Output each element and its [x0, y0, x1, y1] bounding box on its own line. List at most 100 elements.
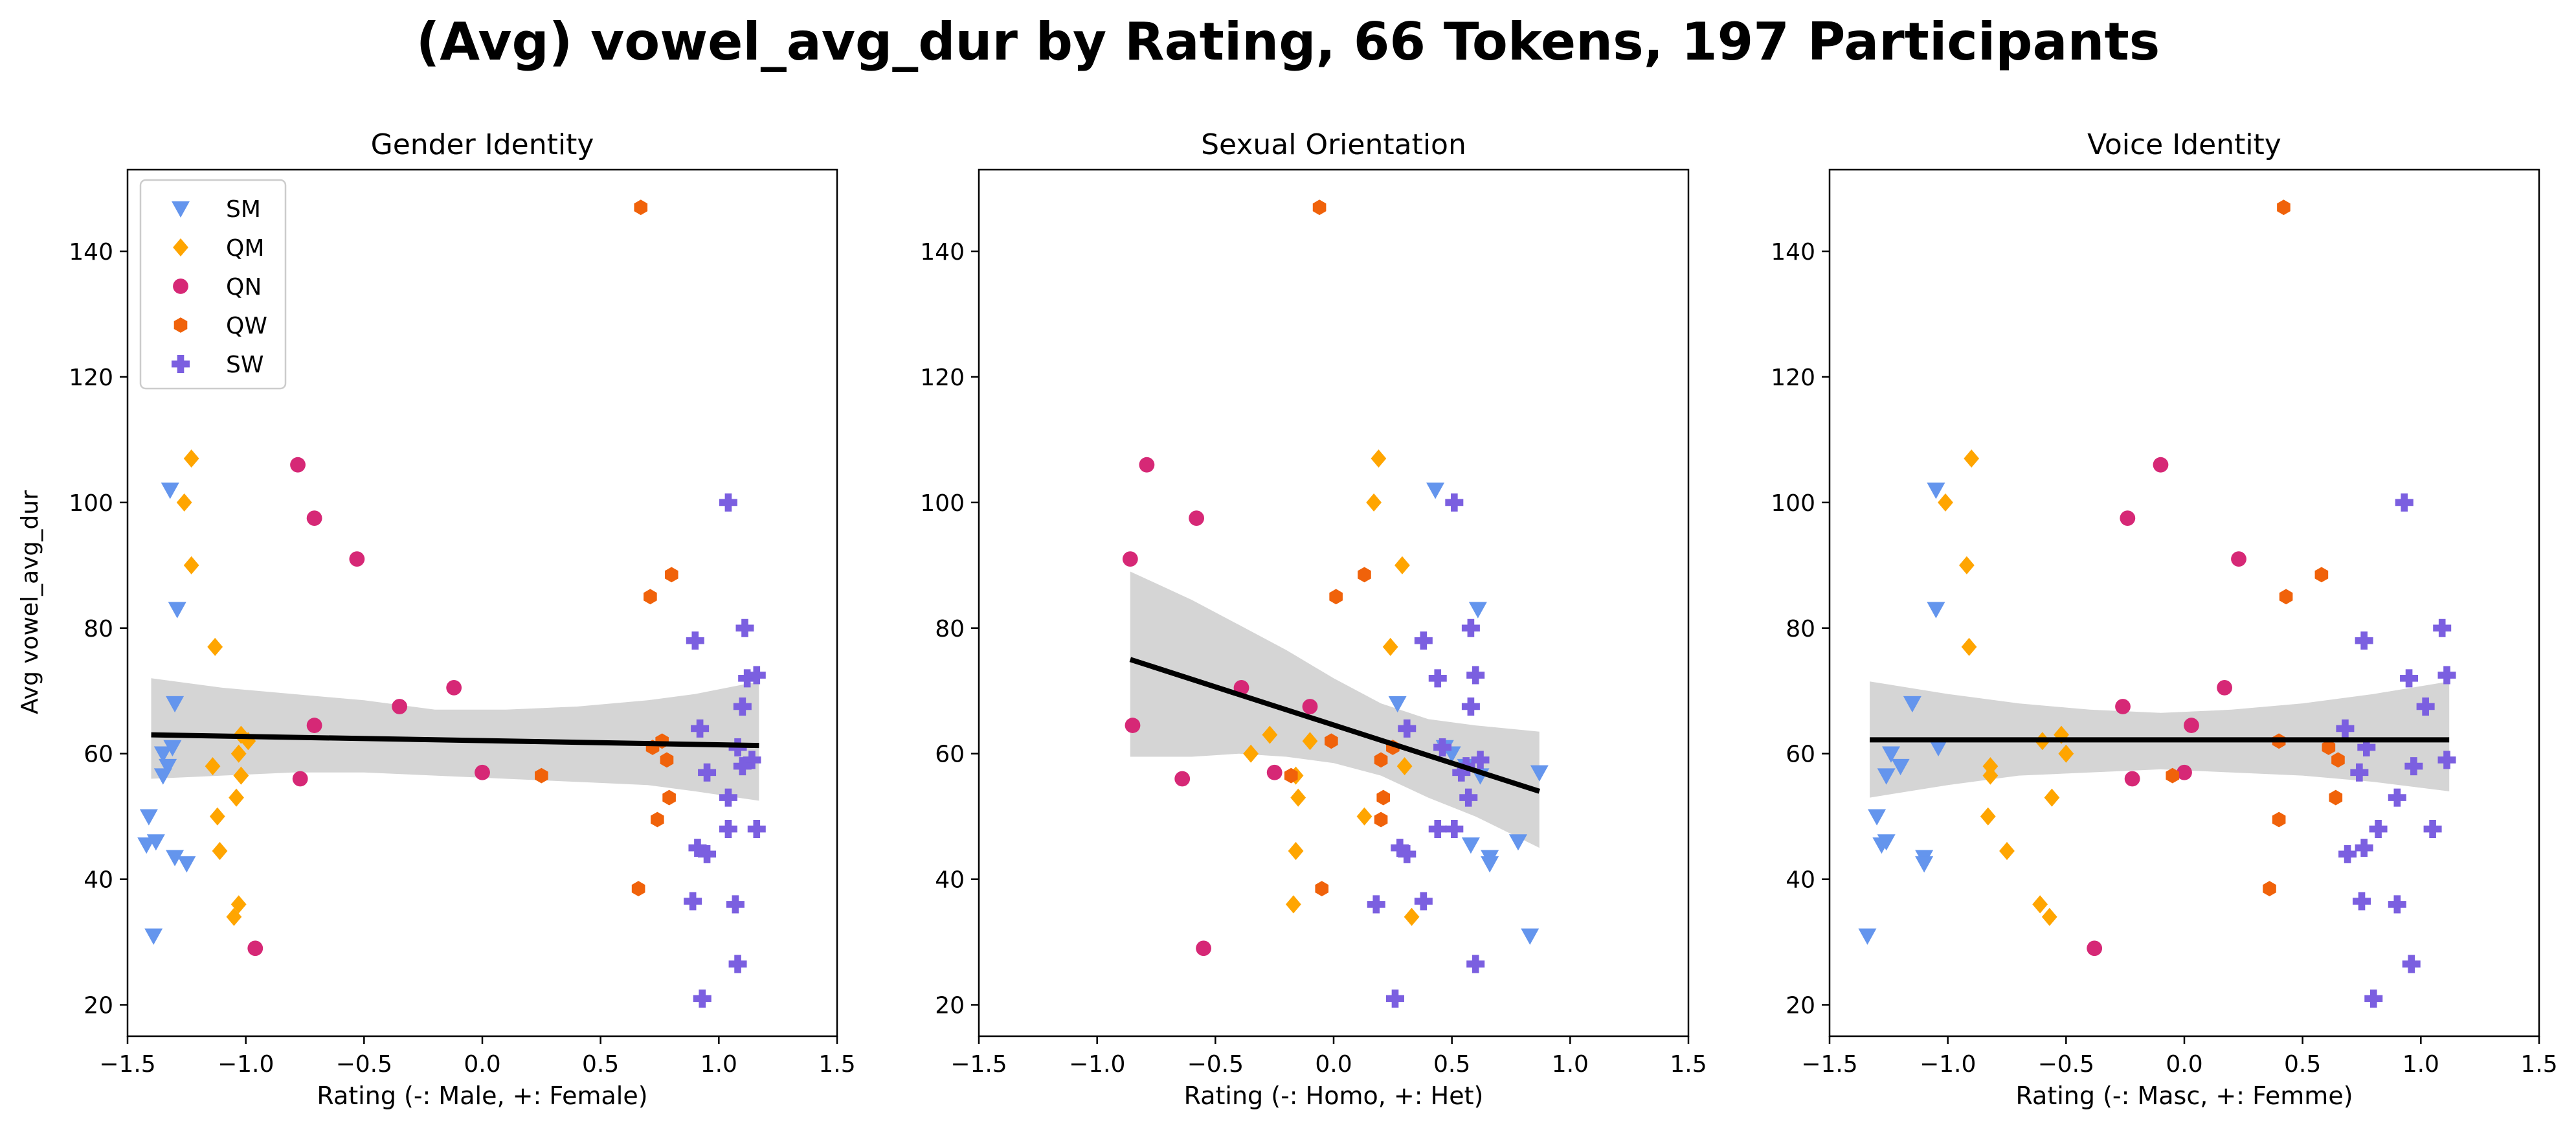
- point-qm: [209, 807, 225, 826]
- point-qm: [1288, 841, 1304, 860]
- x-tick-label: −0.5: [336, 1051, 392, 1078]
- point-qw: [1284, 767, 1298, 784]
- point-qm: [1302, 732, 1318, 751]
- point-qm: [1404, 907, 1420, 926]
- point-qw: [651, 811, 664, 828]
- point-qm: [2058, 744, 2074, 763]
- point-sw: [719, 820, 737, 839]
- point-sm: [1877, 834, 1896, 851]
- point-qn: [2115, 699, 2131, 714]
- point-sw: [1398, 719, 1417, 738]
- point-qw: [535, 767, 548, 784]
- point-qm: [1356, 807, 1372, 826]
- point-sw: [1433, 738, 1452, 756]
- point-sm: [1426, 482, 1445, 499]
- point-qm: [1394, 556, 1410, 574]
- x-tick-label: 1.0: [1552, 1051, 1589, 1078]
- point-qm: [1371, 449, 1387, 468]
- panel-3: −1.5 −1.0 −0.5 0.0 0.5 1.0 1.5 20 40 60 80 100 120 14…: [1771, 128, 2557, 1110]
- point-sw: [2423, 820, 2442, 839]
- point-sw: [2437, 666, 2456, 685]
- point-sw: [733, 757, 752, 776]
- point-sm: [1881, 746, 1900, 763]
- point-qm: [2044, 788, 2060, 807]
- y-tick-label: 100: [1771, 490, 1815, 517]
- point-qn: [2120, 510, 2136, 527]
- point-sm: [153, 746, 172, 763]
- point-sw: [2369, 820, 2388, 839]
- point-qn: [2217, 679, 2233, 696]
- x-tick-label: −1.0: [1920, 1051, 1976, 1078]
- point-qm: [1285, 895, 1301, 914]
- legend-label: QW: [226, 313, 267, 339]
- legend-label: SM: [226, 196, 261, 223]
- point-sw: [2336, 719, 2355, 738]
- point-qn: [1266, 764, 1282, 780]
- regression-line: [151, 732, 759, 749]
- y-axis-label: Avg vowel_avg_dur: [17, 490, 43, 714]
- point-sw: [2350, 763, 2369, 782]
- point-qm: [176, 493, 192, 512]
- panel-1: −1.5 −1.0 −0.5 0.0 0.5 1.0 1.5 20 40 60 80 100 120 14…: [69, 128, 855, 1110]
- point-sm: [1927, 602, 1945, 618]
- point-qw: [1325, 733, 1338, 749]
- confidence-band: [1130, 571, 1540, 848]
- x-tick-label: 0.5: [1433, 1051, 1470, 1078]
- point-qm: [183, 449, 199, 468]
- point-qw: [631, 881, 645, 897]
- point-qm: [230, 744, 247, 763]
- point-qn: [247, 940, 263, 957]
- point-sm: [1891, 758, 1910, 776]
- point-qm: [1982, 757, 1999, 776]
- figure-title: (Avg) vowel_avg_dur by Rating, 66 Tokens…: [416, 12, 2160, 72]
- x-axis-label: Rating (-: Masc, +: Femme): [2015, 1082, 2353, 1110]
- point-sw: [1398, 845, 1417, 863]
- legend: SM QM QN QW SW: [139, 179, 287, 390]
- point-qn: [2124, 771, 2140, 787]
- point-sw: [2357, 738, 2376, 756]
- point-qw: [1374, 811, 1388, 828]
- point-sw: [2400, 669, 2419, 688]
- point-qm: [229, 788, 244, 807]
- point-qm: [1290, 788, 1306, 807]
- point-sw: [1391, 839, 1409, 857]
- x-tick-label: 1.5: [2520, 1051, 2557, 1078]
- point-sm: [1877, 768, 1896, 785]
- point-qm: [1958, 556, 1975, 574]
- point-sw: [1461, 618, 1480, 637]
- y-tick-label: 100: [69, 490, 113, 517]
- point-sw: [747, 666, 766, 685]
- point-qm: [1999, 841, 2015, 860]
- panel-title: Gender Identity: [371, 128, 594, 161]
- point-sw: [2355, 839, 2373, 857]
- point-sw: [1445, 493, 1464, 512]
- point-qw: [2331, 752, 2345, 768]
- point-qm: [226, 907, 242, 926]
- point-qw: [2322, 740, 2336, 755]
- point-qw: [1315, 881, 1329, 897]
- point-qm: [207, 637, 223, 656]
- y-tick-label: 40: [935, 867, 965, 894]
- point-qm: [1243, 744, 1259, 763]
- point-sm: [1461, 837, 1480, 854]
- x-tick-label: 0.5: [582, 1051, 619, 1078]
- point-qw: [1312, 199, 1327, 216]
- point-sm: [1530, 765, 1549, 782]
- x-axis-label: Rating (-: Homo, +: Het): [1184, 1082, 1484, 1110]
- y-tick-label: 80: [1786, 616, 1815, 642]
- point-qm: [2032, 895, 2048, 914]
- legend-marker-qm: [173, 238, 188, 256]
- point-qw: [2277, 199, 2290, 216]
- point-qn: [2184, 718, 2199, 733]
- point-sw: [738, 669, 757, 688]
- point-sw: [1471, 751, 1490, 769]
- point-sm: [1858, 928, 1877, 945]
- legend-marker-sw: [172, 355, 190, 373]
- point-sm: [159, 758, 177, 776]
- point-sw: [1414, 892, 1433, 911]
- point-sm: [1929, 740, 1948, 756]
- point-sm: [139, 809, 158, 826]
- point-qm: [1366, 493, 1382, 512]
- point-sw: [2388, 788, 2406, 807]
